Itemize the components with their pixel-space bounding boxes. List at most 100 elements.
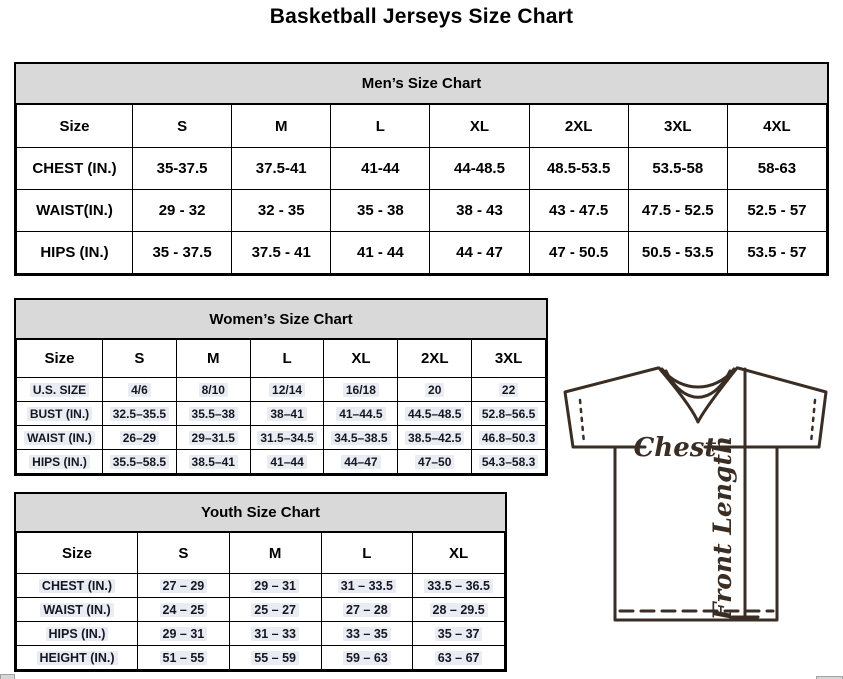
mens-size-chart: Men’s Size Chart Size S M L XL 2XL 3XL 4XL CHEST… — [14, 62, 829, 276]
table-cell: 29–31.5 — [175, 425, 251, 450]
table-cell: 31 – 33 — [228, 621, 322, 646]
table-cell: 41–44 — [249, 449, 325, 474]
table-cell: 41–44.5 — [323, 401, 399, 426]
column-header: L — [320, 532, 414, 574]
column-header: Size — [16, 339, 103, 378]
right-sleeve-stitch — [809, 398, 817, 445]
table-cell: 35 - 38 — [330, 189, 431, 232]
column-header: S — [137, 532, 230, 574]
table-cell: 35 – 37 — [412, 621, 505, 646]
table-cell: 38 - 43 — [429, 189, 530, 232]
table-cell: 37.5-41 — [231, 147, 332, 190]
row-label: HIPS (IN.) — [16, 231, 133, 274]
row-label: WAIST(IN.) — [16, 189, 133, 232]
column-header: XL — [412, 532, 505, 574]
table-cell: 31.5–34.5 — [249, 425, 325, 450]
table-cell: 37.5 - 41 — [231, 231, 332, 274]
table-row: HIPS (IN.) 29 – 31 31 – 33 33 – 35 35 – 37 — [16, 621, 505, 646]
horizontal-scrollbar-fragment-left[interactable] — [0, 674, 15, 679]
table-cell: 12/14 — [249, 377, 325, 402]
table-cell: 35 - 37.5 — [131, 231, 233, 274]
front-length-label: Front Length — [708, 436, 737, 621]
table-cell: 27 – 29 — [137, 573, 230, 598]
womens-size-chart: Women’s Size Chart Size S M L XL 2XL 3XL U.S. S… — [14, 298, 548, 476]
table-cell: 38.5–42.5 — [397, 425, 473, 450]
table-row: HIPS (IN.) 35 - 37.5 37.5 - 41 41 - 44 44 - … — [16, 231, 828, 274]
table-cell: 59 – 63 — [320, 645, 414, 670]
row-label: WAIST (IN.) — [16, 597, 138, 622]
table-cell: 44 - 47 — [429, 231, 530, 274]
table-cell: 35.5–38 — [175, 401, 251, 426]
row-label: HIPS (IN.) — [16, 621, 138, 646]
column-header: M — [175, 339, 251, 378]
table-cell: 63 – 67 — [412, 645, 505, 670]
table-cell: 41 - 44 — [330, 231, 431, 274]
table-cell: 35.5–58.5 — [102, 449, 177, 474]
table-cell: 58-63 — [726, 147, 828, 190]
front-length-line — [730, 367, 760, 619]
womens-chart-title: Women’s Size Chart — [16, 300, 546, 339]
table-cell: 52.8–56.5 — [471, 401, 546, 426]
table-cell: 48.5-53.5 — [528, 147, 629, 190]
table-cell: 46.8–50.3 — [471, 425, 546, 450]
table-cell: 34.5–38.5 — [323, 425, 399, 450]
column-header: 3XL — [471, 339, 546, 378]
table-cell: 51 – 55 — [137, 645, 230, 670]
table-cell: 53.5 - 57 — [726, 231, 828, 274]
chest-label: Chest — [634, 433, 717, 463]
youth-size-chart: Youth Size Chart Size S M L XL CHEST (IN.) 27 … — [14, 492, 507, 672]
jersey-outline — [563, 366, 828, 622]
table-cell: 20 — [397, 377, 473, 402]
table-cell: 53.5-58 — [627, 147, 728, 190]
table-cell: 27 – 28 — [320, 597, 414, 622]
column-header: XL — [323, 339, 399, 378]
table-cell: 29 - 32 — [131, 189, 233, 232]
table-cell: 8/10 — [175, 377, 251, 402]
mens-chart-title: Men’s Size Chart — [16, 64, 827, 104]
left-sleeve-stitch — [578, 398, 586, 445]
table-cell: 16/18 — [323, 377, 399, 402]
table-cell: 4/6 — [102, 377, 177, 402]
table-row: WAIST (IN.) 24 – 25 25 – 27 27 – 28 28 – 29.… — [16, 597, 505, 622]
table-cell: 31 – 33.5 — [320, 573, 414, 598]
row-label: CHEST (IN.) — [16, 573, 138, 598]
table-cell: 47 - 50.5 — [528, 231, 629, 274]
table-cell: 55 – 59 — [228, 645, 322, 670]
column-header: S — [102, 339, 177, 378]
table-cell: 28 – 29.5 — [412, 597, 505, 622]
row-label: HEIGHT (IN.) — [16, 645, 138, 670]
jersey-measurement-diagram: Chest Front Length — [563, 366, 828, 622]
table-cell: 32 - 35 — [231, 189, 332, 232]
row-label: WAIST (IN.) — [16, 425, 103, 450]
column-header: S — [131, 104, 233, 148]
table-cell: 54.3–58.3 — [471, 449, 546, 474]
table-cell: 33 – 35 — [320, 621, 414, 646]
column-header: L — [249, 339, 325, 378]
table-cell: 47–50 — [397, 449, 473, 474]
collar-band-inner — [664, 369, 732, 399]
table-cell: 41-44 — [330, 147, 431, 190]
column-header: L — [330, 104, 431, 148]
collar-v — [657, 366, 739, 424]
table-cell: 26–29 — [102, 425, 177, 450]
youth-chart-title: Youth Size Chart — [16, 494, 505, 532]
header-row: Size S M L XL — [16, 532, 505, 574]
table-cell: 44–47 — [323, 449, 399, 474]
column-header: M — [231, 104, 332, 148]
table-cell: 43 - 47.5 — [528, 189, 629, 232]
header-row: Size S M L XL 2XL 3XL — [16, 339, 546, 378]
row-label: CHEST (IN.) — [16, 147, 133, 190]
table-row: WAIST (IN.) 26–29 29–31.5 31.5–34.5 34.5–38.… — [16, 425, 546, 450]
table-cell: 25 – 27 — [228, 597, 322, 622]
column-header: 2XL — [397, 339, 473, 378]
womens-size-table: Size S M L XL 2XL 3XL U.S. SIZE 4/6 8/10 12/14 16/1… — [16, 339, 546, 474]
table-row: HIPS (IN.) 35.5–58.5 38.5–41 41–44 44–47 47–5… — [16, 449, 546, 474]
column-header: 3XL — [627, 104, 728, 148]
table-row: HEIGHT (IN.) 51 – 55 55 – 59 59 – 63 63 – 67 — [16, 645, 505, 670]
table-row: CHEST (IN.) 27 – 29 29 – 31 31 – 33.5 33.5 –… — [16, 573, 505, 598]
row-label: U.S. SIZE — [16, 377, 103, 402]
table-row: BUST (IN.) 32.5–35.5 35.5–38 38–41 41–44.5 44… — [16, 401, 546, 426]
table-cell: 29 – 31 — [228, 573, 322, 598]
table-cell: 44.5–48.5 — [397, 401, 473, 426]
